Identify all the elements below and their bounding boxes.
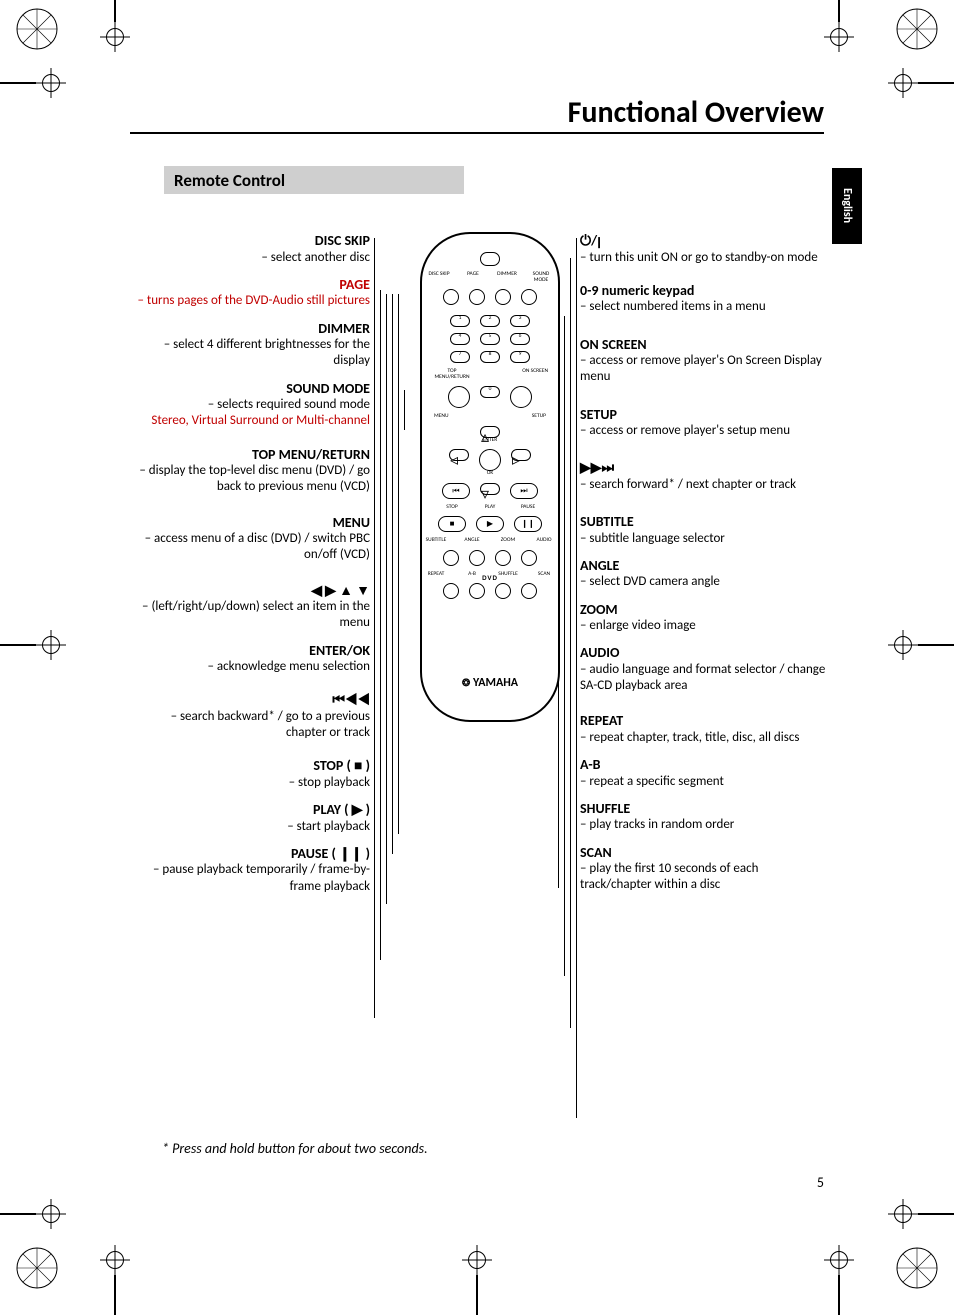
repeat-button-icon xyxy=(443,583,459,599)
callout-numeric-keypad: 0-9 numeric keypad – select numbered ite… xyxy=(580,282,830,316)
callout-ab: A-B – repeat a specific segment xyxy=(580,756,830,790)
registration-mark-icon xyxy=(894,1245,940,1291)
callout-on-screen: ON SCREEN – access or remove player's On… xyxy=(580,336,830,386)
key-3-icon: 3 xyxy=(510,315,530,327)
on-screen-button-icon xyxy=(510,386,532,408)
crosshair-icon xyxy=(36,68,66,98)
leader-line xyxy=(398,294,399,834)
callout-power: ⏻/ꞁ – turn this unit ON or go to standby… xyxy=(580,232,830,266)
left-button-icon: ◃ xyxy=(449,449,469,461)
callout-subtitle: SUBTITLE – subtitle language selector xyxy=(580,513,830,547)
audio-button-icon xyxy=(521,550,537,566)
callout-arrows: ◀ ▶ ▲ ▼ – (left/right/up/down) select an… xyxy=(130,582,370,632)
section-heading: Remote Control xyxy=(164,166,464,194)
callout-play: PLAY ( ▶ ) – start playback xyxy=(130,801,370,835)
language-tab: English xyxy=(832,168,862,244)
enter-button-icon xyxy=(479,449,501,471)
page-number: 5 xyxy=(817,1174,824,1191)
key-0-icon: 0 xyxy=(480,386,500,398)
callout-search-back: ⏮◀◀ – search backward* / go to a previou… xyxy=(130,691,370,741)
callout-menu: MENU – access menu of a disc (DVD) / swi… xyxy=(130,514,370,564)
callout-page: PAGE – turns pages of the DVD-Audio stil… xyxy=(130,276,370,310)
key-8-icon: 8 xyxy=(480,351,500,363)
stop-button-icon: ■ xyxy=(438,516,466,532)
brand-logo: ❂ YAMAHA xyxy=(422,676,558,690)
angle-button-icon xyxy=(469,550,485,566)
crosshair-icon xyxy=(824,1245,854,1275)
right-callouts: ⏻/ꞁ – turn this unit ON or go to standby… xyxy=(580,232,830,904)
callout-search-forward: ▶▶⏭ – search forward* / next chapter or … xyxy=(580,459,830,493)
content-area: DISC SKIP – select another disc PAGE – t… xyxy=(130,232,824,1127)
leader-line xyxy=(558,388,559,888)
leader-line xyxy=(374,238,375,1018)
key-9-icon: 9 xyxy=(510,351,530,363)
leader-line xyxy=(576,238,577,1118)
registration-mark-icon xyxy=(14,6,60,52)
shuffle-button-icon xyxy=(495,583,511,599)
leader-line xyxy=(392,294,393,854)
crosshair-icon xyxy=(888,1199,918,1229)
crosshair-icon xyxy=(888,68,918,98)
key-7-icon: 7 xyxy=(450,351,470,363)
key-2-icon: 2 xyxy=(480,315,500,327)
crosshair-icon xyxy=(462,1245,492,1275)
down-button-icon: ▿ xyxy=(480,483,500,495)
callout-angle: ANGLE – select DVD camera angle xyxy=(580,557,830,591)
power-button-icon xyxy=(480,252,500,266)
leader-line xyxy=(564,316,565,976)
key-1-icon: 1 xyxy=(450,315,470,327)
callout-disc-skip: DISC SKIP – select another disc xyxy=(130,232,370,266)
crosshair-icon xyxy=(36,1199,66,1229)
callout-audio: AUDIO – audio language and format select… xyxy=(580,644,830,694)
callout-shuffle: SHUFFLE – play tracks in random order xyxy=(580,800,830,834)
callout-setup: SETUP – access or remove player's setup … xyxy=(580,406,830,440)
subtitle-button-icon xyxy=(443,550,459,566)
footnote: * Press and hold button for about two se… xyxy=(162,1140,428,1157)
callout-top-menu-return: TOP MENU/RETURN – display the top-level … xyxy=(130,446,370,496)
leader-line xyxy=(380,290,381,960)
callout-zoom: ZOOM – enlarge video image xyxy=(580,601,830,635)
callout-scan: SCAN – play the first 10 seconds of each… xyxy=(580,844,830,894)
registration-mark-icon xyxy=(14,1245,60,1291)
remote-diagram: DISC SKIP PAGE DIMMER SOUND MODE 123 456… xyxy=(420,232,560,722)
callout-repeat: REPEAT – repeat chapter, track, title, d… xyxy=(580,712,830,746)
right-button-icon: ▹ xyxy=(511,449,531,461)
next-button-icon: ⏭ xyxy=(510,483,538,499)
dvd-label: DVD xyxy=(422,573,558,582)
crosshair-icon xyxy=(888,630,918,660)
pause-button-icon: ❙❙ xyxy=(514,516,542,532)
disc-skip-button-icon xyxy=(443,289,459,305)
ab-button-icon xyxy=(469,583,485,599)
leader-line xyxy=(404,390,405,430)
callout-pause: PAUSE ( ❙❙ ) – pause playback temporaril… xyxy=(130,845,370,895)
leader-line xyxy=(570,258,571,1028)
top-menu-button-icon xyxy=(448,386,470,408)
scan-button-icon xyxy=(521,583,537,599)
callout-sound-mode: SOUND MODE – selects required sound mode… xyxy=(130,380,370,430)
title-rule xyxy=(130,132,824,134)
callout-dimmer: DIMMER – select 4 different brightnesses… xyxy=(130,320,370,370)
play-button-icon: ▶ xyxy=(476,516,504,532)
page-title: Functional Overview xyxy=(568,94,824,131)
key-6-icon: 6 xyxy=(510,333,530,345)
callout-stop: STOP ( ■ ) – stop playback xyxy=(130,757,370,791)
page-button-icon xyxy=(469,289,485,305)
crosshair-icon xyxy=(100,22,130,52)
key-4-icon: 4 xyxy=(450,333,470,345)
sound-mode-button-icon xyxy=(521,289,537,305)
callout-enter-ok: ENTER/OK – acknowledge menu selection xyxy=(130,642,370,676)
key-5-icon: 5 xyxy=(480,333,500,345)
crosshair-icon xyxy=(824,22,854,52)
remote-row-labels: DISC SKIP PAGE DIMMER SOUND MODE xyxy=(422,272,558,283)
crosshair-icon xyxy=(36,630,66,660)
leader-line xyxy=(386,294,387,904)
left-callouts: DISC SKIP – select another disc PAGE – t… xyxy=(130,232,370,905)
registration-mark-icon xyxy=(894,6,940,52)
dimmer-button-icon xyxy=(495,289,511,305)
zoom-button-icon xyxy=(495,550,511,566)
crosshair-icon xyxy=(100,1245,130,1275)
up-button-icon: ▵ xyxy=(480,426,500,438)
prev-button-icon: ⏮ xyxy=(442,483,470,499)
